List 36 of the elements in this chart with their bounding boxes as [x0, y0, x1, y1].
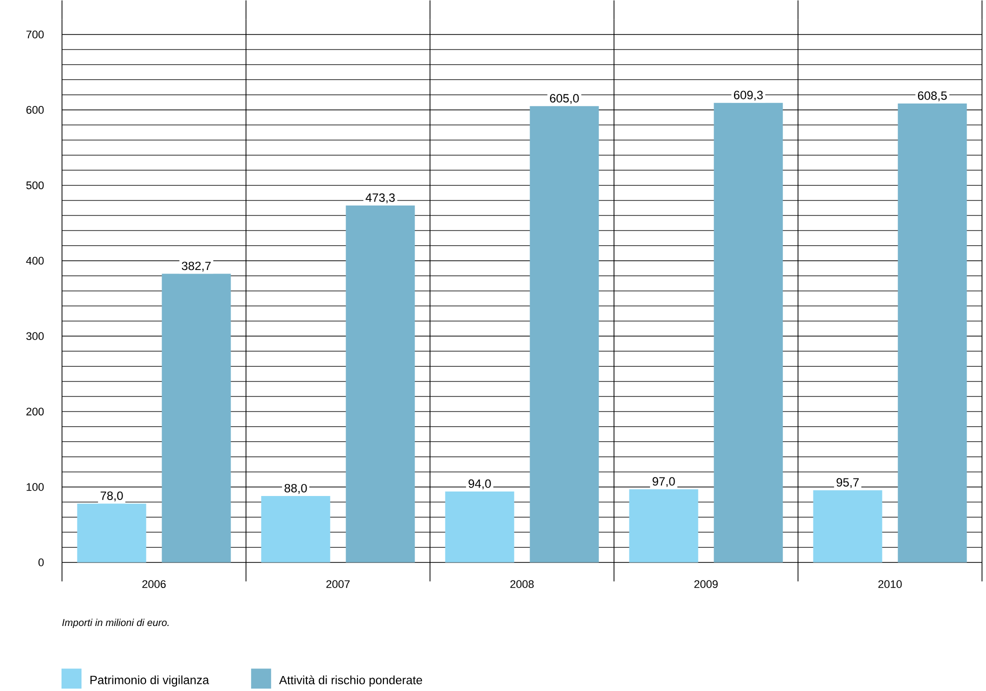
- x-tick-label: 2009: [694, 580, 718, 588]
- x-tick-label: 2007: [326, 580, 350, 588]
- y-tick-label: 100: [26, 483, 44, 492]
- text: Importi in milioni di euro.: [62, 618, 169, 628]
- y-tick-label: 200: [26, 408, 44, 416]
- bar: [813, 490, 882, 563]
- legend-label: Attività di rischio ponderate: [279, 676, 422, 687]
- y-tick-label: 400: [26, 257, 44, 265]
- bar: [898, 104, 967, 563]
- data-label: 95,7: [836, 478, 859, 488]
- data-label: 605,0: [550, 94, 579, 104]
- data-label: 382,7: [182, 262, 211, 272]
- x-tick-label: 2010: [878, 580, 902, 588]
- data-label: 94,0: [468, 480, 491, 490]
- y-tick-label: 500: [26, 182, 44, 190]
- bar: [445, 492, 514, 563]
- data-label: 473,3: [366, 194, 395, 204]
- data-label: 609,3: [734, 91, 763, 101]
- bar: [77, 504, 146, 563]
- bar: [162, 274, 231, 563]
- bar: [629, 489, 698, 563]
- x-tick-label: 2006: [142, 580, 166, 588]
- bar: [261, 496, 330, 563]
- data-label: 78,0: [100, 492, 123, 502]
- bar: [714, 103, 783, 563]
- bar: [530, 106, 599, 563]
- data-label: 88,0: [284, 484, 307, 494]
- x-tick-label: 2008: [510, 580, 534, 588]
- y-tick-label: 300: [26, 332, 44, 340]
- y-tick-label: 700: [26, 30, 44, 39]
- data-label: 608,5: [918, 92, 947, 102]
- data-label: 97,0: [652, 477, 675, 488]
- y-tick-label: 600: [26, 106, 44, 114]
- y-tick-label: 0: [38, 558, 44, 566]
- bar: [346, 206, 415, 563]
- legend-label: Patrimonio di vigilanza: [90, 676, 210, 687]
